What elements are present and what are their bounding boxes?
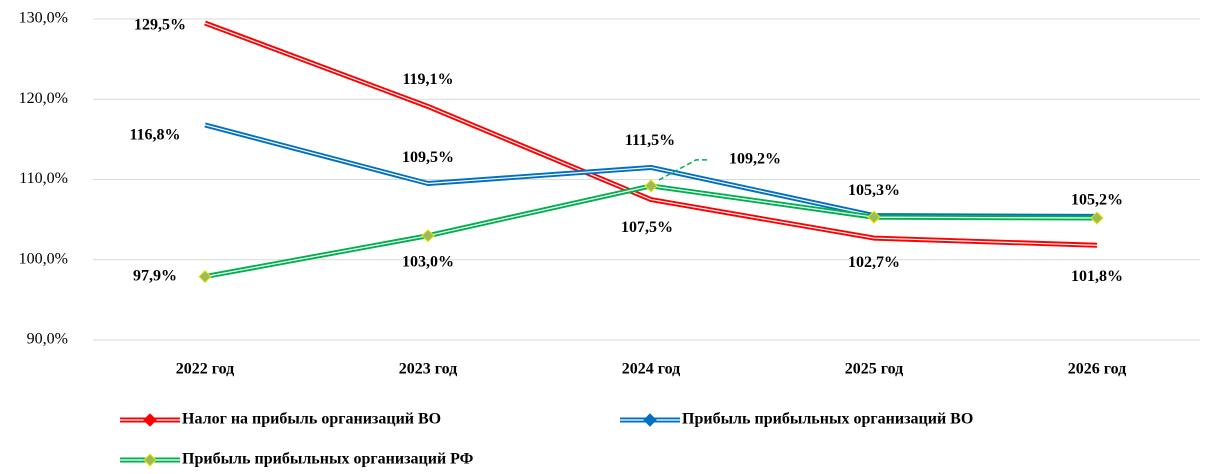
marker xyxy=(644,179,658,193)
data-label: 109,5% xyxy=(402,149,454,166)
data-label: 97,9% xyxy=(133,267,177,284)
x-tick-label: 2025 год xyxy=(845,361,904,378)
x-tick-label: 2023 год xyxy=(399,361,458,378)
data-label: 107,5% xyxy=(621,219,673,236)
y-tick-label: 100,0% xyxy=(19,250,68,267)
marker xyxy=(1090,211,1104,225)
marker xyxy=(421,228,435,243)
x-tick-label: 2022 год xyxy=(176,361,235,378)
legend-label: Прибыль прибыльных организаций ВО xyxy=(682,411,973,428)
y-tick-label: 110,0% xyxy=(19,170,68,187)
data-label: 119,1% xyxy=(402,71,453,88)
data-label: 116,8% xyxy=(129,127,180,144)
legend-marker xyxy=(143,453,157,467)
marker xyxy=(198,269,212,284)
data-label: 129,5% xyxy=(134,17,186,34)
marker xyxy=(867,210,881,224)
x-tick-label: 2024 год xyxy=(622,361,681,378)
legend-marker xyxy=(643,413,657,427)
series-line-inner xyxy=(204,22,1098,246)
data-label: 103,0% xyxy=(402,253,454,270)
data-label: 102,7% xyxy=(848,254,900,271)
data-label: 105,3% xyxy=(848,182,900,199)
legend-label: Налог на прибыль организаций ВО xyxy=(182,411,441,428)
legend-label: Прибыль прибыльных организаций РФ xyxy=(182,451,474,468)
y-tick-label: 130,0% xyxy=(19,10,68,27)
legend-marker xyxy=(143,413,157,427)
y-tick-label: 90,0% xyxy=(27,331,68,348)
data-label: 109,2% xyxy=(729,151,781,168)
leader-line xyxy=(658,159,709,181)
x-tick-label: 2026 год xyxy=(1068,361,1127,378)
y-tick-label: 120,0% xyxy=(19,90,68,107)
data-label: 101,8% xyxy=(1071,268,1123,285)
data-label: 105,2% xyxy=(1071,192,1123,209)
data-label: 111,5% xyxy=(625,132,675,149)
